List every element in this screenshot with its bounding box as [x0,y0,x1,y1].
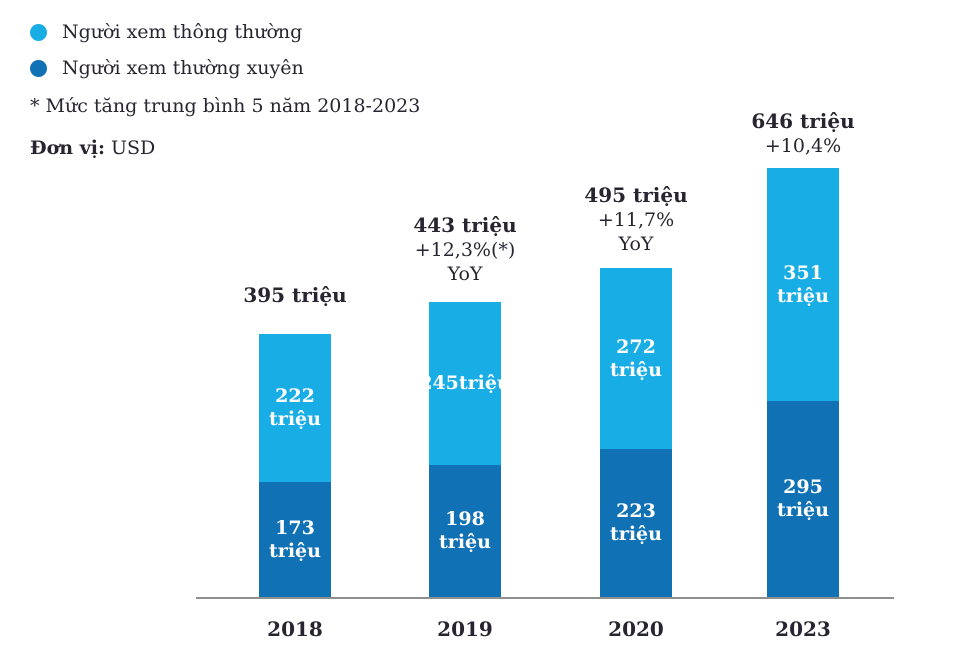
bar-annotation: 395 triệu [205,283,385,308]
bar-segment-regular-viewers: 272 triệu [600,268,672,449]
bar-growth-label: +11,7% [597,209,675,231]
bar-value-label: 198 [445,508,485,530]
bar-annotation: 646 triệu +10,4% [713,109,893,158]
bar-segment-frequent-viewers: 223 triệu [600,449,672,597]
bar-segment-frequent-viewers: 173 triệu [259,482,331,597]
bar-value-label: triệu [610,358,662,381]
bar-annotation: 495 triệu +11,7% YoY [546,183,726,256]
bar-growth-label: +12,3%(*) [414,239,516,261]
unit-value: USD [104,137,156,159]
bar-total-label: 443 triệu [413,213,517,237]
axis-category-label: 2023 [775,617,831,641]
bar-value-label: triệu [610,523,662,545]
bar-value-label: triệu [439,531,491,553]
legend-dot-dark-blue-icon [30,59,47,77]
bar-value-label: 223 [616,500,656,522]
bar-value-label: 173 [275,516,315,539]
bar-segment-frequent-viewers: 295 triệu [767,401,839,597]
bar-total-label: 646 triệu [751,109,855,133]
unit-label-bold: Đơn vị: [30,137,105,159]
bar-value-label: triệu [777,284,829,307]
footnote-average-growth: * Mức tăng trung bình 5 năm 2018-2023 [30,95,421,117]
x-axis-line [196,597,894,599]
bar-annotation: 443 triệu +12,3%(*) YoY [375,213,555,286]
bar-segment-frequent-viewers: 198 triệu [429,465,501,597]
legend-dot-light-blue-icon [30,23,47,41]
legend-item-regular-viewers: Người xem thông thường [30,21,302,43]
legend-item-frequent-viewers: Người xem thường xuyên [30,57,304,79]
bar-total-label: 395 triệu [243,283,347,307]
bar-value-label: 272 [616,335,656,358]
legend-label: Người xem thường xuyên [62,57,304,79]
bar-value-label: 222 [275,385,315,407]
bar-growth-label: YoY [618,233,654,255]
axis-category-label: 2019 [437,617,493,641]
bar-value-label: triệu [269,408,321,430]
axis-category-label: 2020 [608,617,664,641]
bar-value-label: 295 [783,476,823,498]
bar-growth-label: +10,4% [764,135,842,157]
bar-total-label: 495 triệu [584,183,688,207]
bar-segment-regular-viewers: 222 triệu [259,334,331,482]
legend-label: Người xem thông thường [62,21,303,43]
bar-segment-regular-viewers: 351 triệu [767,168,839,401]
bar-value-label: 351 [783,261,823,284]
bar-value-label: 245triệu [419,372,511,394]
unit-label: Đơn vị: USD [30,137,155,159]
bar-value-label: triệu [777,499,829,521]
axis-category-label: 2018 [267,617,323,641]
bar-value-label: triệu [269,539,321,562]
bar-segment-regular-viewers: 245triệu [419,302,511,465]
bar-growth-label: YoY [447,263,483,285]
